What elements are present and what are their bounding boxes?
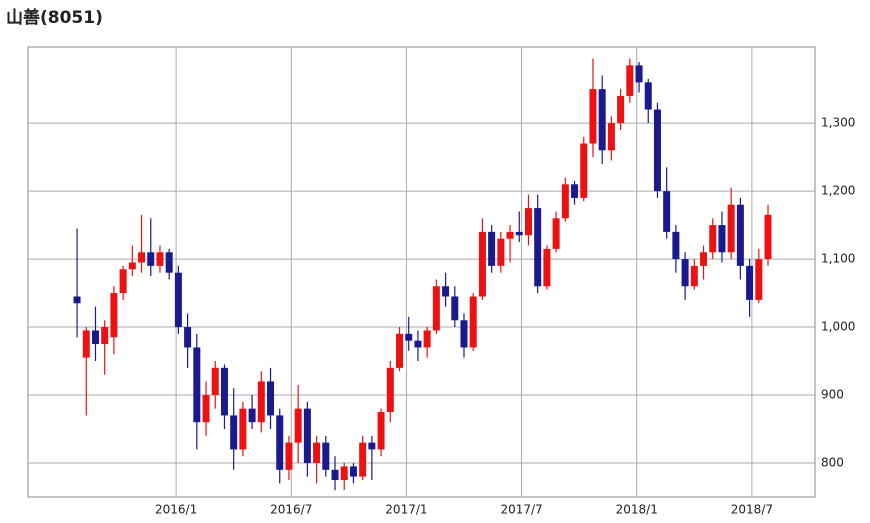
x-tick-label: 2016/7 [270,503,312,517]
candle-body [91,330,99,345]
x-tick-label: 2016/1 [155,503,197,517]
candle-body [101,327,109,345]
candle-body [534,208,542,287]
candle-body [193,347,201,423]
candle-body [202,395,210,423]
x-tick-label: 2018/7 [731,503,773,517]
candle-body [497,238,505,266]
candle-body [285,442,293,470]
candle-body [755,259,763,300]
candle-body [746,265,754,300]
candle-body [110,293,118,338]
candle-body [478,231,486,297]
candle-body [257,381,265,423]
candle-body [322,442,330,470]
candle-body [156,252,164,266]
candle-body [663,191,671,232]
candle-body [220,367,228,416]
y-tick-label: 1,000 [821,320,855,334]
candle-body [423,330,431,348]
candle-body [349,466,357,477]
candle-body [442,286,450,297]
candle-body [359,442,367,477]
candle-body [571,184,579,198]
candle-body [681,259,689,287]
x-tick-label: 2017/1 [385,503,427,517]
candle-body [368,442,376,450]
candle-body [488,231,496,266]
candle-body [174,272,182,328]
candle-body [230,415,238,450]
candle-body [598,89,606,151]
candle-body [709,225,717,253]
candle-body [331,469,339,481]
candle-body [552,218,560,249]
x-tick-label: 2018/1 [616,503,658,517]
y-tick-label: 1,200 [821,184,855,198]
candle-body [386,367,394,413]
candle-body [248,408,256,423]
candle-body [690,265,698,287]
candle-body [515,231,523,236]
candle-body [635,65,643,83]
candle-body [700,252,708,266]
candle-body [165,252,173,273]
candle-body [460,320,468,348]
candle-body [377,412,385,450]
candle-body [184,327,192,348]
y-tick-label: 1,300 [821,116,855,130]
candle-body [147,252,155,266]
candle-body [451,296,459,321]
candle-body [469,296,477,348]
candle-body [119,269,127,294]
plot-frame [27,46,816,498]
candle-body [653,109,661,192]
candle-body [313,442,321,464]
candle-body [211,367,219,396]
candle-body [294,408,302,443]
candle-body [589,89,597,144]
candle-body [405,333,413,341]
candle-body [736,204,744,266]
candle-body [727,204,735,253]
candle-body [764,214,772,260]
candle-body [607,123,615,151]
candle-body [276,415,284,470]
candle-body [267,381,275,416]
candle-body [73,296,81,304]
x-tick-label: 2017/7 [500,503,542,517]
candle-body [82,330,90,358]
candle-body [239,408,247,450]
candle-body [644,82,652,110]
candle-body [303,408,311,464]
chart-title: 山善(8051) [6,7,103,28]
candle-body [396,333,404,368]
candle-body [561,184,569,219]
y-tick-label: 900 [821,388,844,402]
candle-body [543,248,551,287]
candle-body [580,143,588,198]
y-tick-label: 1,100 [821,252,855,266]
candle-body [432,286,440,331]
candle-body [617,95,625,124]
candle-body [414,340,422,348]
candle-body [718,225,726,253]
candle-body [626,65,634,96]
candle-body [138,252,146,263]
candle-body [128,262,136,270]
candle-body [506,231,514,239]
candle-body [524,208,532,236]
y-tick-label: 800 [821,456,844,470]
candle-body [672,231,680,260]
candle-body [340,466,348,481]
